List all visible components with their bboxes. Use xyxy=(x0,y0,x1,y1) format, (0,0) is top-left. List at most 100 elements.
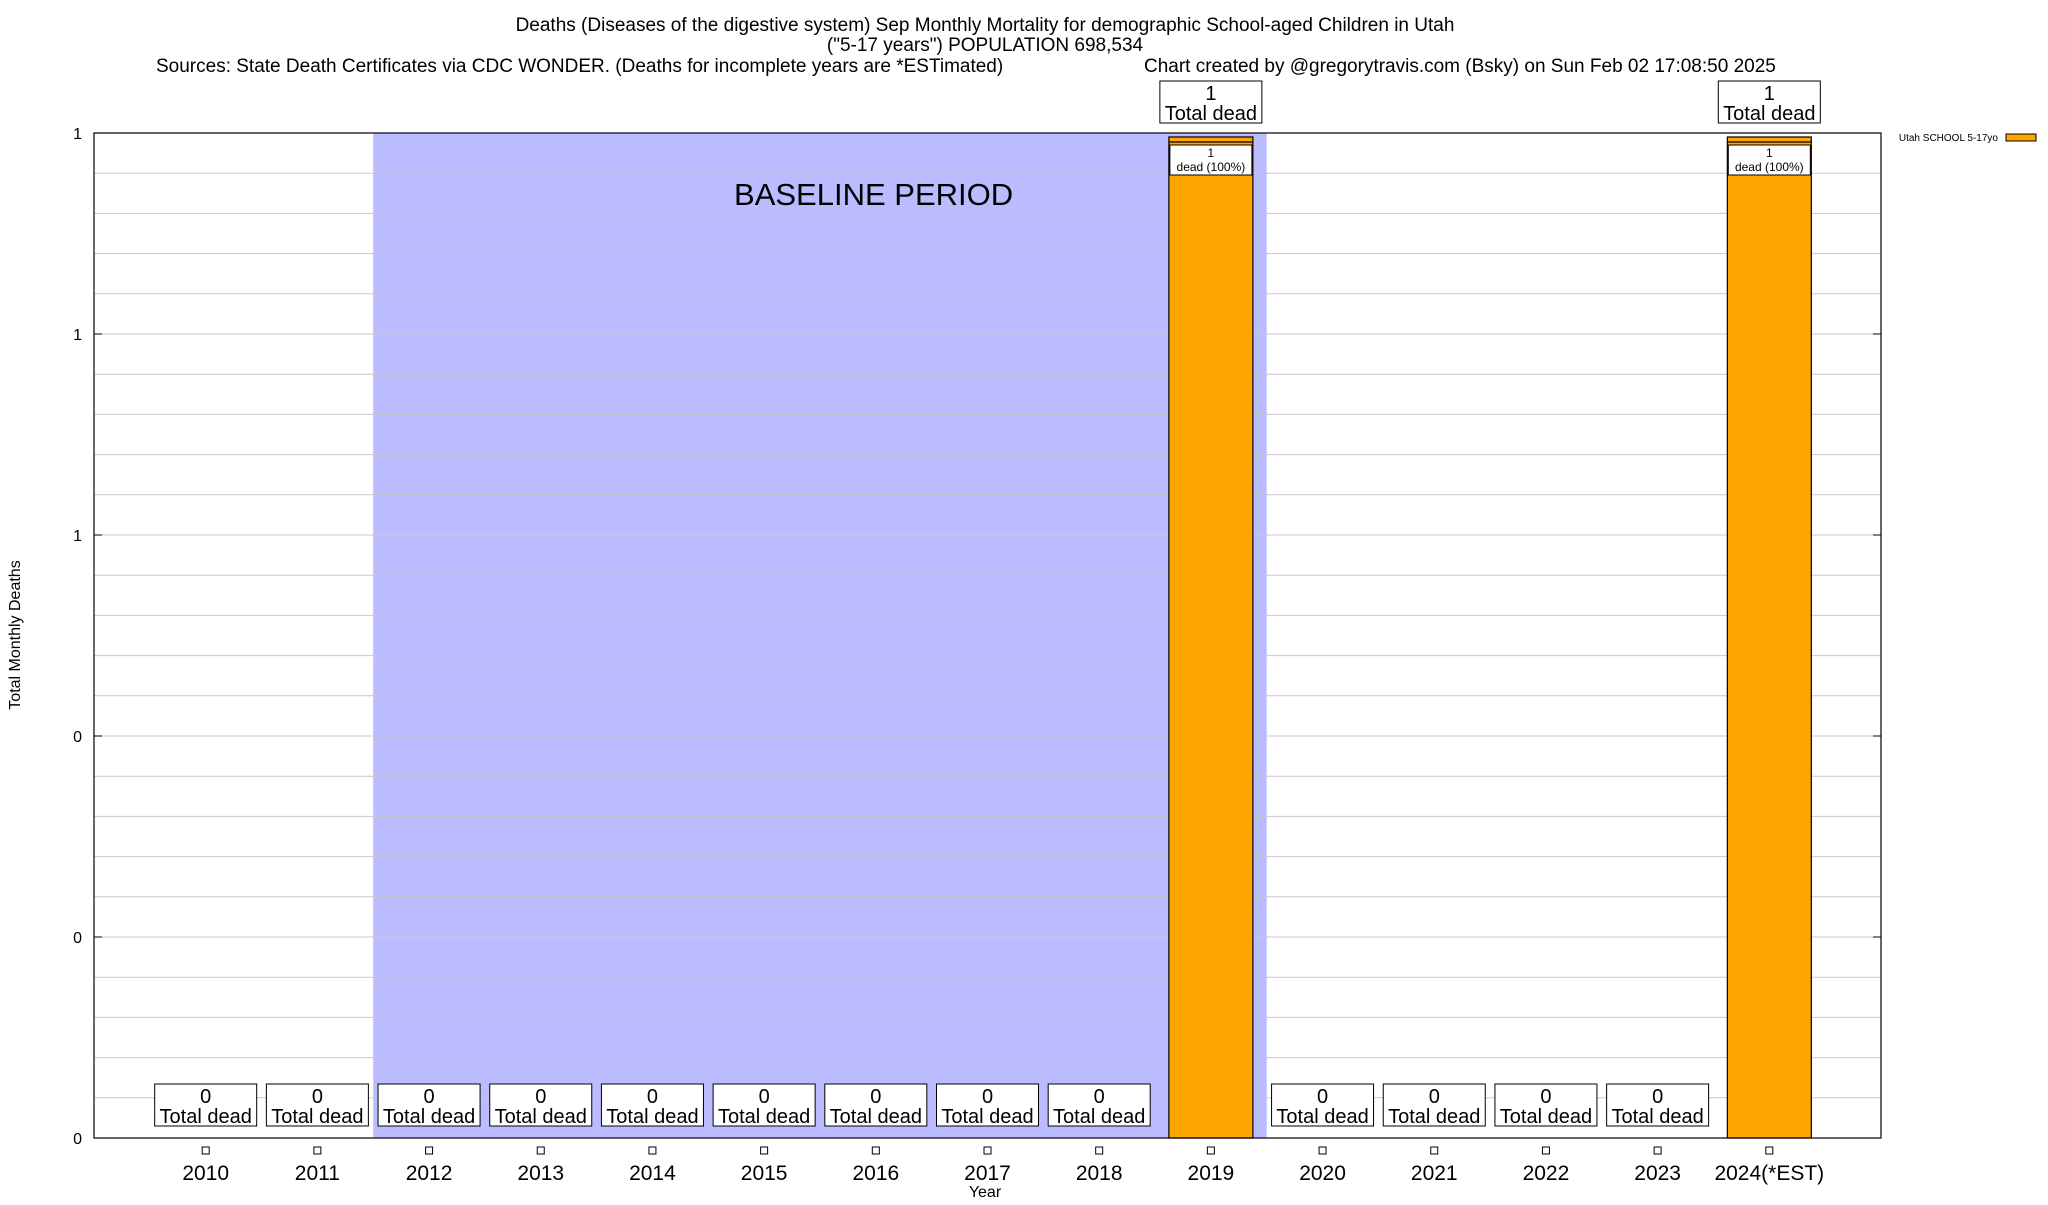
total-label-box xyxy=(377,1083,481,1127)
total-label-box xyxy=(1159,80,1263,124)
x-category-marker xyxy=(983,1146,992,1155)
legend-label: Utah SCHOOL 5-17yo xyxy=(1899,133,1999,144)
total-label-value: 1 xyxy=(1205,83,1216,105)
total-label-box xyxy=(1382,1083,1486,1127)
total-label-value: 0 xyxy=(1094,1086,1105,1108)
total-label-text: Total dead xyxy=(271,1106,363,1128)
x-category-marker xyxy=(1653,1146,1662,1155)
total-label-box xyxy=(265,1083,369,1127)
total-label-value: 1 xyxy=(1764,83,1775,105)
total-label-text: Total dead xyxy=(941,1106,1033,1128)
x-tick-label: 2010 xyxy=(182,1162,229,1185)
total-label-text: Total dead xyxy=(1723,103,1815,125)
x-tick-label: 2013 xyxy=(517,1162,564,1185)
x-tick-label: 2017 xyxy=(964,1162,1011,1185)
x-tick-label: 2018 xyxy=(1076,1162,1123,1185)
total-label-text: Total dead xyxy=(1500,1106,1592,1128)
y-tick-label: 0 xyxy=(73,729,82,746)
y-tick-label: 1 xyxy=(73,528,82,545)
segment-label-box xyxy=(1727,144,1811,176)
x-tick-label: 2014 xyxy=(629,1162,676,1185)
x-tick-label: 2024(*EST) xyxy=(1714,1162,1824,1185)
x-tick-label: 2023 xyxy=(1634,1162,1681,1185)
total-label-value: 0 xyxy=(424,1086,435,1108)
total-label-box xyxy=(1271,1083,1375,1127)
bar xyxy=(1168,136,1254,1139)
total-label-box xyxy=(154,1083,258,1127)
y-tick-label: 0 xyxy=(73,1131,82,1148)
total-label-value: 0 xyxy=(870,1086,881,1108)
legend-swatch xyxy=(2005,133,2037,142)
total-label-box xyxy=(1047,1083,1151,1127)
total-label-box xyxy=(936,1083,1039,1127)
segment-label-text: dead (100%) xyxy=(1735,160,1804,174)
y-tick-label: 0 xyxy=(73,930,82,947)
chart-credit: Chart created by @gregorytravis.com (Bsk… xyxy=(1144,56,1776,77)
segment-label-count: 1 xyxy=(1766,146,1773,160)
total-label-value: 0 xyxy=(312,1086,323,1108)
plot-frame xyxy=(93,132,1882,1139)
total-label-text: Total dead xyxy=(718,1106,810,1128)
total-label-value: 0 xyxy=(759,1086,770,1108)
total-label-value: 0 xyxy=(1540,1086,1551,1108)
total-label-text: Total dead xyxy=(383,1106,475,1128)
x-tick-label: 2020 xyxy=(1299,1162,1346,1185)
x-category-marker xyxy=(313,1146,322,1155)
x-category-marker xyxy=(1318,1146,1327,1155)
baseline-period-region xyxy=(373,133,1267,1138)
total-label-text: Total dead xyxy=(495,1106,587,1128)
y-tick-label: 1 xyxy=(73,126,82,143)
total-label-text: Total dead xyxy=(1165,103,1257,125)
x-category-marker xyxy=(648,1146,657,1155)
x-tick-label: 2021 xyxy=(1411,1162,1458,1185)
total-label-box xyxy=(1717,80,1821,124)
segment-label-text: dead (100%) xyxy=(1177,160,1246,174)
x-category-marker xyxy=(760,1146,769,1155)
total-label-box xyxy=(712,1083,816,1127)
total-label-text: Total dead xyxy=(1611,1106,1703,1128)
x-category-marker xyxy=(425,1146,434,1155)
x-axis-label: Year xyxy=(969,1184,1002,1200)
chart-sources: Sources: State Death Certificates via CD… xyxy=(156,56,1003,77)
chart-subtitle: ("5-17 years") POPULATION 698,534 xyxy=(827,35,1144,56)
total-label-text: Total dead xyxy=(160,1106,252,1128)
x-category-marker xyxy=(1095,1146,1104,1155)
total-label-value: 0 xyxy=(200,1086,211,1108)
x-tick-label: 2022 xyxy=(1523,1162,1570,1185)
total-label-value: 0 xyxy=(1429,1086,1440,1108)
x-category-marker xyxy=(1430,1146,1439,1155)
x-category-marker xyxy=(1541,1146,1550,1155)
x-category-marker xyxy=(201,1146,210,1155)
total-label-value: 0 xyxy=(982,1086,993,1108)
total-label-value: 0 xyxy=(1317,1086,1328,1108)
x-tick-label: 2015 xyxy=(741,1162,788,1185)
total-label-value: 0 xyxy=(1652,1086,1663,1108)
total-label-text: Total dead xyxy=(606,1106,698,1128)
x-tick-label: 2019 xyxy=(1188,1162,1235,1185)
segment-label-box xyxy=(1169,144,1253,176)
total-label-value: 0 xyxy=(535,1086,546,1108)
bar xyxy=(1726,136,1812,1139)
x-category-marker xyxy=(1206,1146,1215,1155)
baseline-period-label: BASELINE PERIOD xyxy=(734,177,1013,212)
segment-label-count: 1 xyxy=(1208,146,1215,160)
x-category-marker xyxy=(536,1146,545,1155)
x-category-marker xyxy=(871,1146,880,1155)
x-tick-label: 2016 xyxy=(852,1162,899,1185)
total-label-text: Total dead xyxy=(1276,1106,1368,1128)
y-axis-label: Total Monthly Deaths xyxy=(7,560,24,709)
total-label-text: Total dead xyxy=(830,1106,922,1128)
x-category-marker xyxy=(1765,1146,1774,1155)
total-label-box xyxy=(489,1083,593,1127)
total-label-box xyxy=(1606,1083,1710,1127)
chart-title: Deaths (Diseases of the digestive system… xyxy=(516,15,1455,36)
total-label-text: Total dead xyxy=(1053,1106,1145,1128)
total-label-box xyxy=(824,1083,928,1127)
total-label-value: 0 xyxy=(647,1086,658,1108)
x-tick-label: 2012 xyxy=(406,1162,453,1185)
total-label-box xyxy=(600,1083,704,1127)
total-label-box xyxy=(1494,1083,1598,1127)
x-tick-label: 2011 xyxy=(295,1162,340,1185)
total-label-text: Total dead xyxy=(1388,1106,1480,1128)
